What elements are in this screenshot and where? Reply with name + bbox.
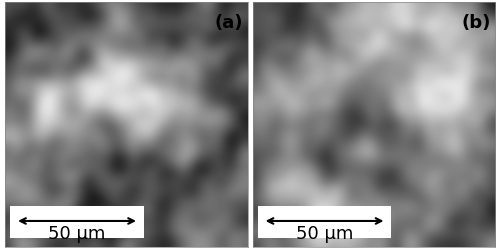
- FancyBboxPatch shape: [258, 206, 391, 238]
- Text: 50 µm: 50 µm: [48, 224, 106, 242]
- Text: 50 µm: 50 µm: [296, 224, 353, 242]
- Text: (a): (a): [214, 14, 243, 32]
- FancyBboxPatch shape: [10, 206, 143, 238]
- Text: (b): (b): [462, 14, 491, 32]
